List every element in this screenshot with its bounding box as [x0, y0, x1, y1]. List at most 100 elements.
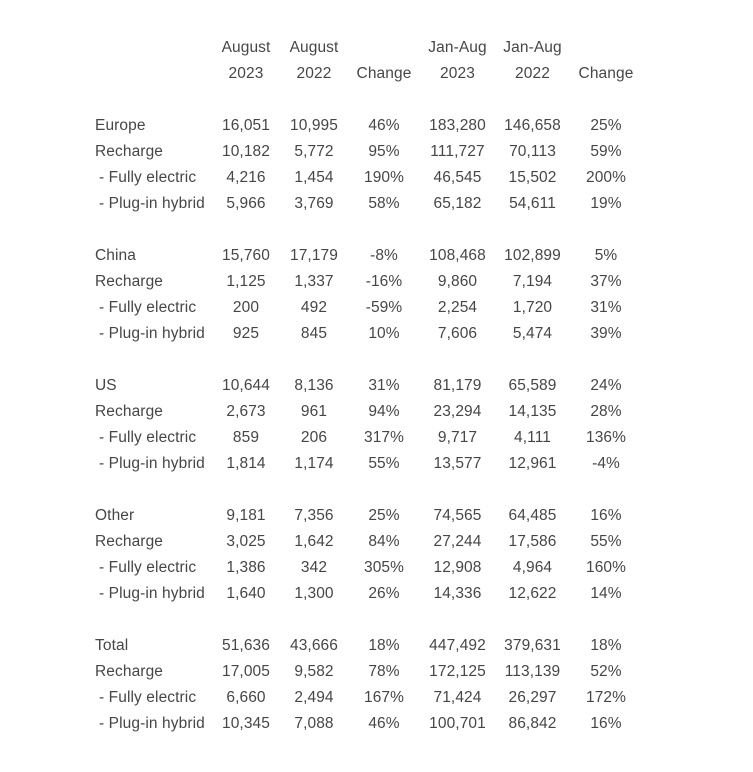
value-cell: 54,611 — [509, 195, 556, 212]
spacer-row — [95, 87, 642, 113]
value-cell: 16% — [590, 507, 622, 524]
value-cell: 12,622 — [508, 585, 557, 602]
value-cell: 190% — [363, 169, 405, 186]
value-cell: 845 — [300, 325, 328, 342]
value-cell: 43,666 — [289, 637, 338, 654]
value-cell: 14,336 — [433, 585, 482, 602]
value-cell: 31% — [368, 377, 400, 394]
table-row: Recharge 10,182 5,772 95% 111,727 70,113 59% — [95, 139, 642, 165]
header-august-2023-month: August — [221, 39, 271, 56]
table-row: - Fully electric 200 492 -59% 2,254 1,720 31% — [95, 295, 642, 321]
row-label: - Fully electric — [99, 689, 197, 706]
value-cell: -16% — [365, 273, 403, 290]
value-cell: 9,181 — [226, 507, 266, 524]
value-cell: 18% — [368, 637, 400, 654]
value-cell: 1,300 — [294, 585, 334, 602]
row-label: Recharge — [95, 533, 164, 550]
value-cell: 200% — [585, 169, 627, 186]
value-cell: 136% — [585, 429, 627, 446]
header-row-period: August August Jan-Aug Jan-Aug — [95, 35, 642, 61]
row-label: - Fully electric — [99, 429, 197, 446]
table-row: Other 9,181 7,356 25% 74,565 64,485 16% — [95, 503, 642, 529]
value-cell: 71,424 — [433, 689, 482, 706]
value-cell: -59% — [365, 299, 403, 316]
header-janaug-2022-period: Jan-Aug — [503, 39, 562, 56]
spacer-row — [95, 347, 642, 373]
table-row: - Plug-in hybrid 925 845 10% 7,606 5,474 39% — [95, 321, 642, 347]
value-cell: 55% — [368, 455, 400, 472]
value-cell: 172,125 — [429, 663, 486, 680]
value-cell: 7,356 — [294, 507, 334, 524]
value-cell: 18% — [590, 637, 622, 654]
row-label: - Fully electric — [99, 169, 197, 186]
row-label: US — [95, 377, 117, 394]
value-cell: 100,701 — [429, 715, 486, 732]
row-label: Total — [95, 637, 129, 654]
value-cell: 23,294 — [433, 403, 482, 420]
table-row: - Plug-in hybrid 5,966 3,769 58% 65,182 54,61… — [95, 191, 642, 217]
value-cell: 2,494 — [294, 689, 334, 706]
value-cell: 3,769 — [294, 195, 334, 212]
value-cell: 37% — [590, 273, 622, 290]
value-cell: 95% — [368, 143, 400, 160]
value-cell: 146,658 — [504, 117, 561, 134]
header-change-ytd-blank — [570, 35, 642, 61]
value-cell: 167% — [363, 689, 405, 706]
value-cell: 86,842 — [508, 715, 557, 732]
value-cell: -8% — [370, 247, 398, 264]
table-row: Total 51,636 43,666 18% 447,492 379,631 18% — [95, 633, 642, 659]
table-row: - Fully electric 859 206 317% 9,717 4,111 136% — [95, 425, 642, 451]
sales-table: August August Jan-Aug Jan-Aug 2023 2022 … — [95, 35, 642, 737]
value-cell: 172% — [585, 689, 627, 706]
value-cell: 59% — [590, 143, 622, 160]
row-label: Europe — [95, 117, 146, 134]
value-cell: 183,280 — [429, 117, 486, 134]
table-row: - Fully electric 4,216 1,454 190% 46,545 15,5… — [95, 165, 642, 191]
value-cell: 27,244 — [433, 533, 482, 550]
value-cell: 17,586 — [508, 533, 557, 550]
header-august-2022-month: August — [289, 39, 339, 56]
row-label: - Plug-in hybrid — [99, 715, 205, 732]
value-cell: 5% — [594, 247, 618, 264]
value-cell: 113,139 — [504, 663, 561, 680]
value-cell: -4% — [592, 455, 620, 472]
value-cell: 46% — [368, 117, 400, 134]
value-cell: 14,135 — [508, 403, 557, 420]
row-label: Recharge — [95, 143, 164, 160]
spacer-row — [95, 217, 642, 243]
value-cell: 317% — [363, 429, 405, 446]
table-row: - Plug-in hybrid 1,640 1,300 26% 14,336 12,62… — [95, 581, 642, 607]
value-cell: 25% — [590, 117, 622, 134]
value-cell: 108,468 — [429, 247, 486, 264]
value-cell: 859 — [232, 429, 260, 446]
value-cell: 5,966 — [226, 195, 266, 212]
value-cell: 15,760 — [221, 247, 270, 264]
value-cell: 58% — [368, 195, 400, 212]
value-cell: 24% — [590, 377, 622, 394]
value-cell: 15,502 — [508, 169, 557, 186]
value-cell: 74,565 — [433, 507, 482, 524]
value-cell: 4,964 — [512, 559, 553, 576]
value-cell: 9,717 — [437, 429, 478, 446]
value-cell: 925 — [232, 325, 260, 342]
header-janaug-2022-year: 2022 — [515, 65, 550, 82]
value-cell: 1,640 — [226, 585, 266, 602]
value-cell: 12,961 — [508, 455, 557, 472]
header-change-ytd: Change — [578, 65, 634, 82]
header-janaug-2023-period: Jan-Aug — [428, 39, 487, 56]
value-cell: 25% — [368, 507, 400, 524]
table-body: Europe 16,051 10,995 46% 183,280 146,658 25% Re… — [95, 87, 642, 737]
value-cell: 94% — [368, 403, 400, 420]
value-cell: 81,179 — [433, 377, 482, 394]
value-cell: 1,386 — [226, 559, 266, 576]
value-cell: 3,025 — [226, 533, 266, 550]
row-label: Recharge — [95, 663, 164, 680]
value-cell: 39% — [590, 325, 622, 342]
header-august-2022-year: 2022 — [296, 65, 332, 82]
value-cell: 379,631 — [504, 637, 561, 654]
value-cell: 8,136 — [294, 377, 334, 394]
spacer-cell — [95, 347, 642, 373]
value-cell: 28% — [590, 403, 622, 420]
table-row: Recharge 1,125 1,337 -16% 9,860 7,194 37% — [95, 269, 642, 295]
